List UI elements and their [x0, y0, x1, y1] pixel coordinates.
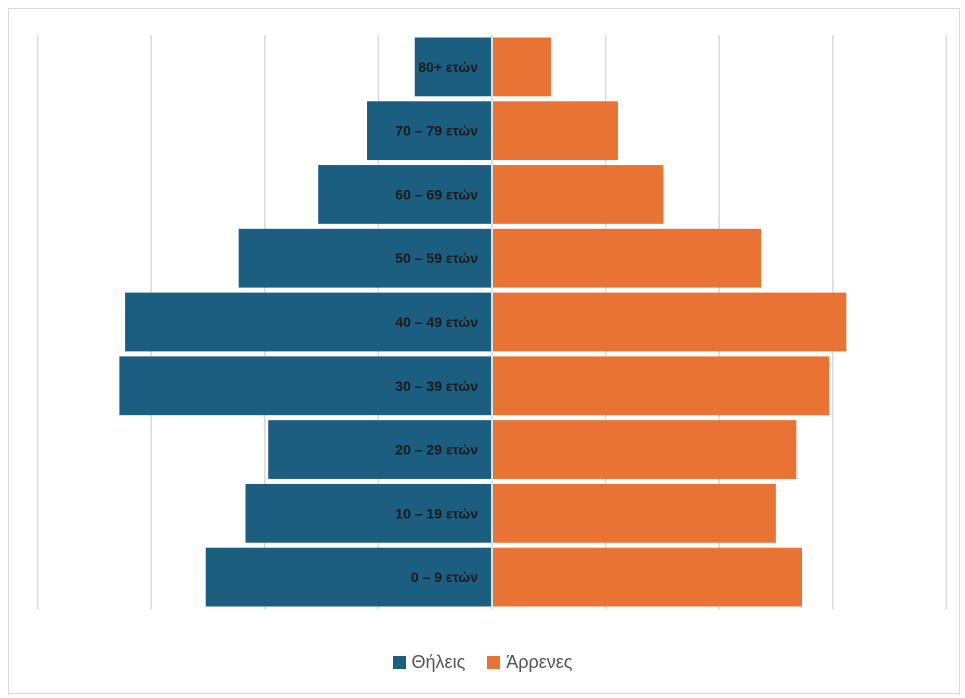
category-label: 40 – 49 ετών	[395, 314, 478, 330]
legend-label-female: Θήλεις	[411, 652, 466, 672]
bar-female	[205, 547, 491, 607]
bar-female	[125, 292, 492, 352]
legend-swatch-female	[392, 656, 406, 669]
bar-female	[414, 37, 491, 97]
category-label: 60 – 69 ετών	[395, 186, 478, 202]
legend-swatch-male	[487, 656, 501, 669]
category-labels: 0 – 9 ετών 10 – 19 ετών 20 – 29 ετών 30 – 3…	[395, 59, 478, 585]
legend: Θήλεις Άρρενες	[0, 652, 965, 673]
bar-female	[367, 101, 491, 161]
category-label: 70 – 79 ετών	[395, 123, 478, 139]
bar-male	[493, 547, 802, 607]
bar-male	[493, 420, 797, 479]
bar-male	[493, 228, 762, 288]
bar-male	[493, 356, 830, 416]
legend-item-male: Άρρενες	[487, 652, 572, 673]
bar-male	[493, 292, 847, 352]
legend-label-male: Άρρενες	[506, 652, 573, 672]
bar-male	[493, 37, 551, 97]
bar-female	[119, 356, 491, 416]
bar-female	[268, 420, 491, 479]
category-label: 30 – 39 ετών	[395, 378, 478, 394]
bar-male	[493, 101, 618, 161]
category-label: 10 – 19 ετών	[395, 505, 478, 521]
category-label: 80+ ετών	[418, 59, 478, 75]
bar-female	[238, 228, 491, 288]
category-label: 0 – 9 ετών	[411, 569, 478, 585]
bar-male	[493, 483, 776, 543]
legend-item-female: Θήλεις	[392, 652, 466, 673]
bar-male	[493, 165, 664, 224]
bars	[119, 37, 847, 607]
bar-female	[318, 165, 491, 224]
category-label: 50 – 59 ετών	[395, 250, 478, 266]
bar-female	[245, 483, 491, 543]
category-label: 20 – 29 ετών	[395, 442, 478, 458]
